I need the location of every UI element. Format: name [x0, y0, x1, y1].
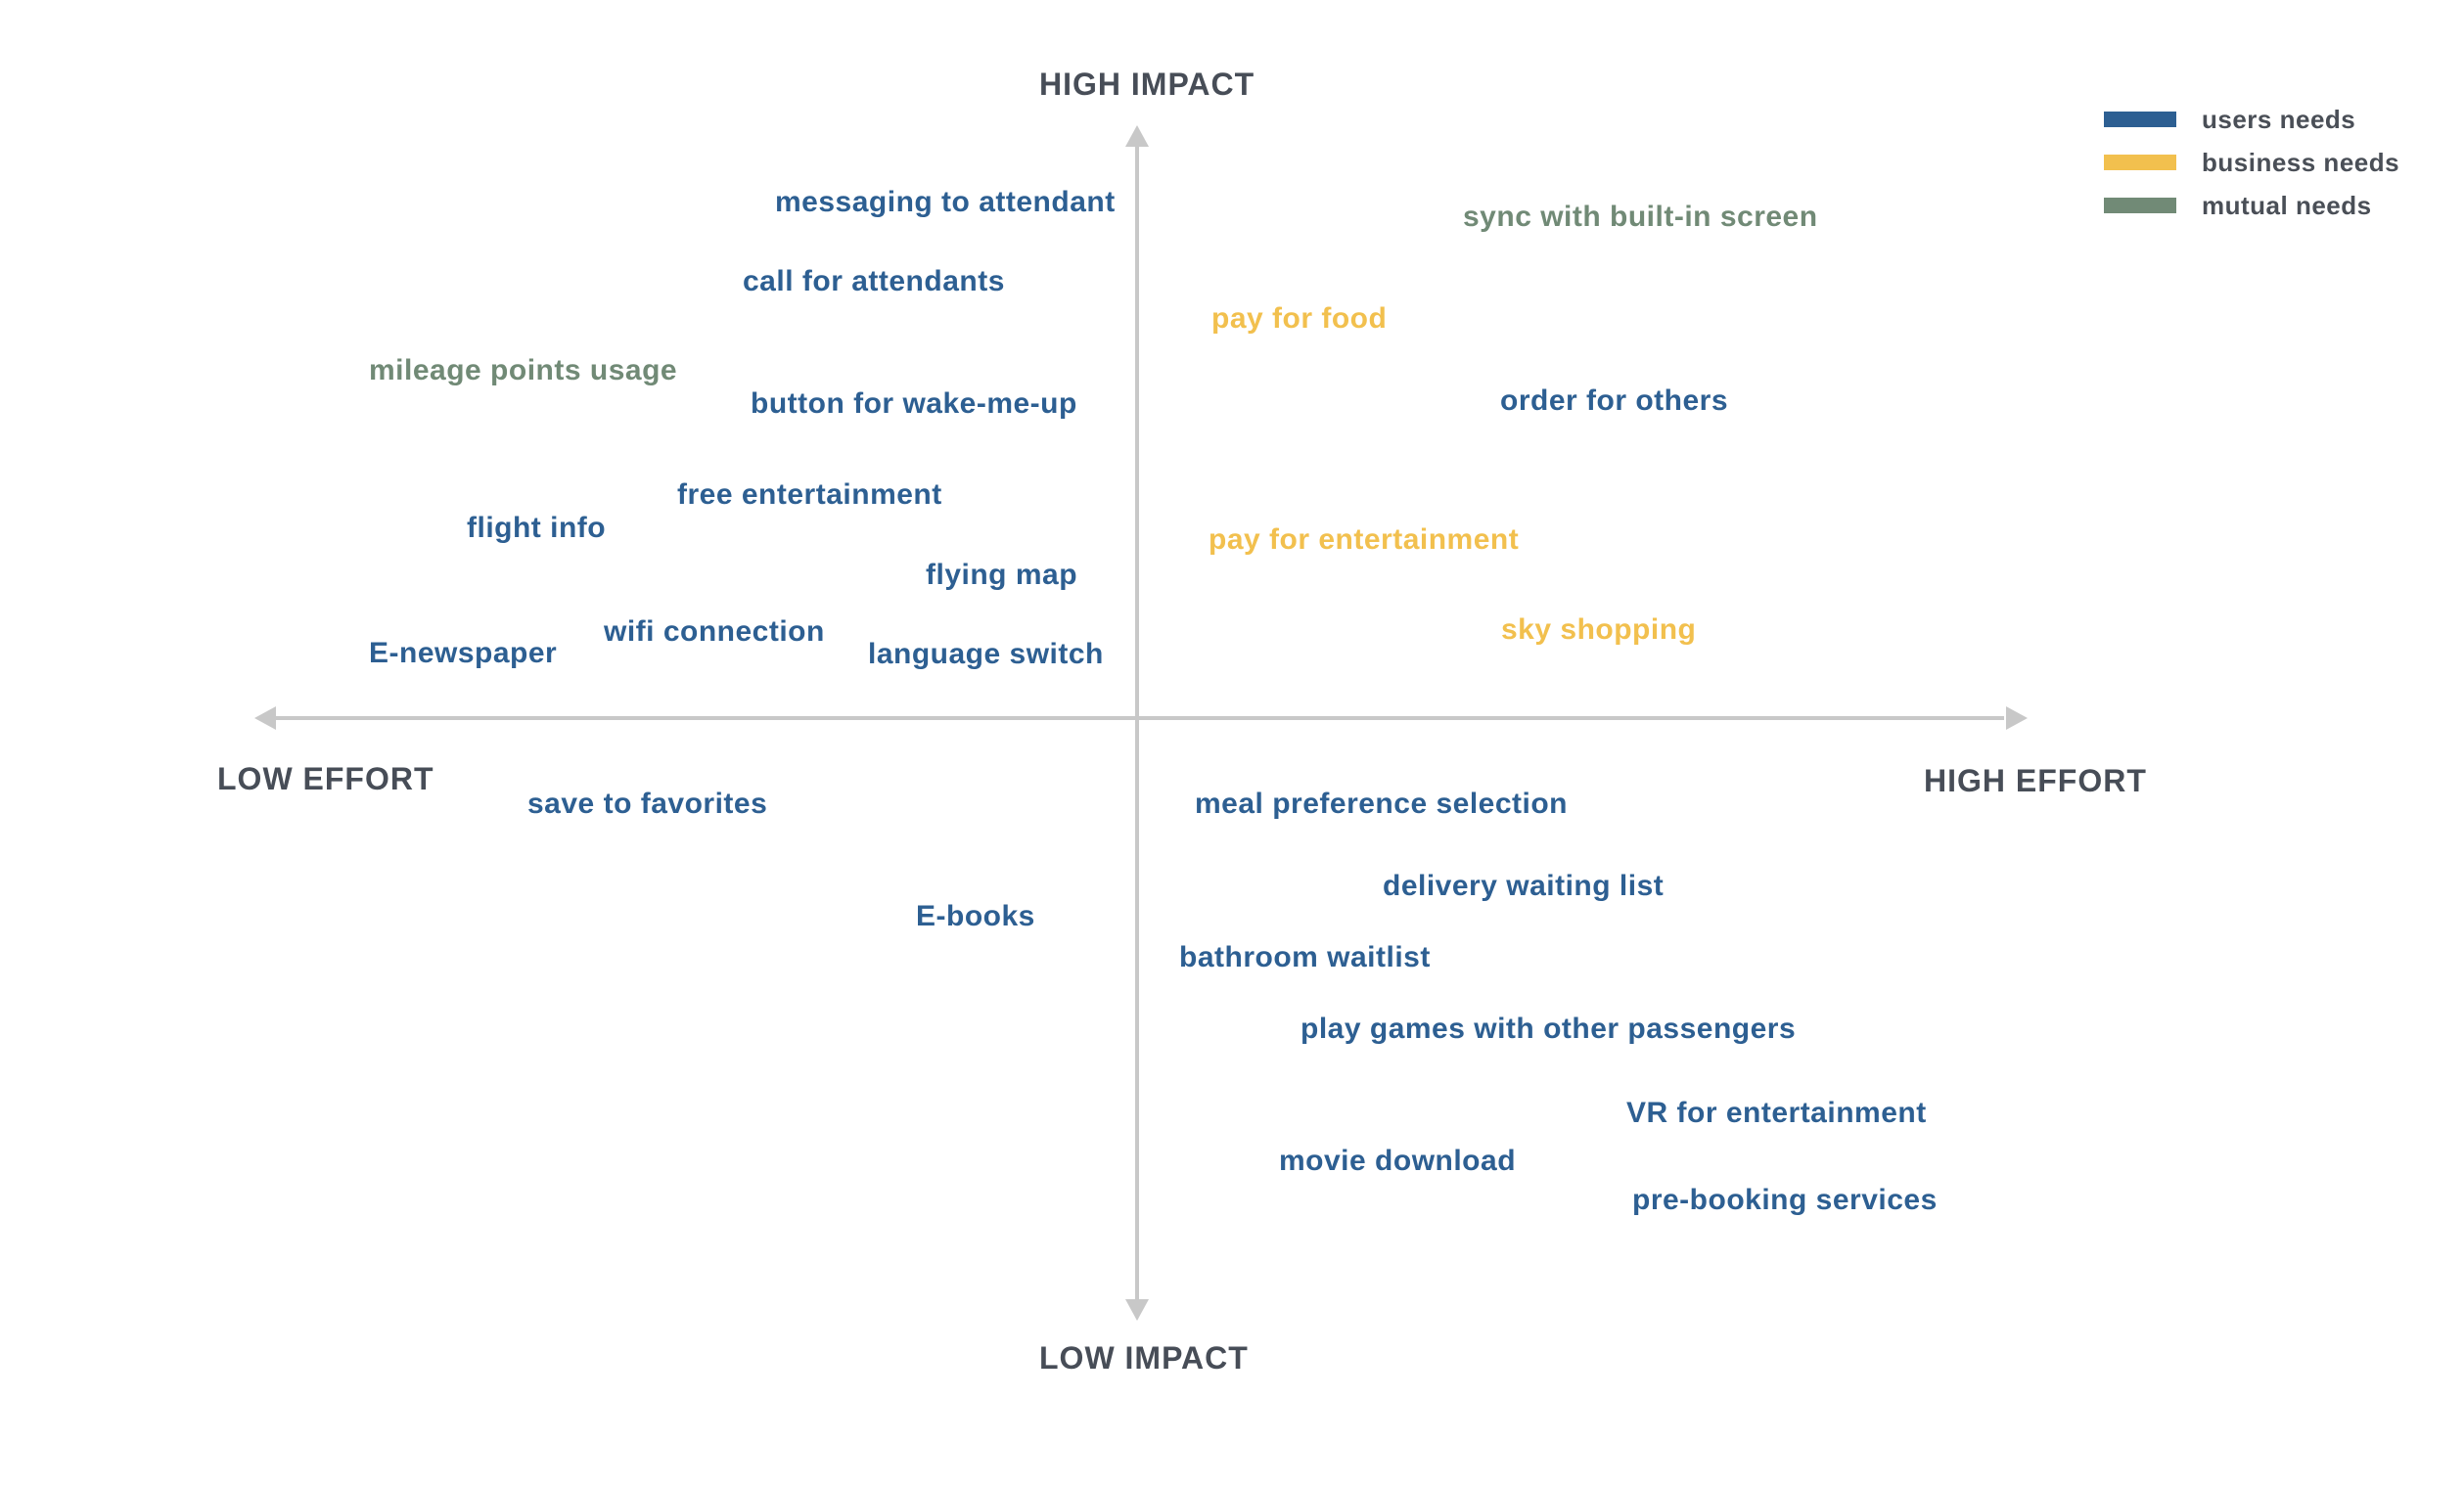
arrow-left — [254, 706, 276, 730]
matrix-item: button for wake-me-up — [751, 387, 1077, 420]
arrow-down — [1125, 1299, 1149, 1321]
matrix-item: sync with built-in screen — [1463, 201, 1818, 233]
matrix-item: save to favorites — [527, 788, 768, 820]
matrix-item: order for others — [1500, 384, 1729, 417]
matrix-item: language switch — [868, 638, 1104, 670]
arrow-right — [2006, 706, 2028, 730]
legend-swatch-business — [2104, 155, 2176, 170]
axis-label-high-impact: HIGH IMPACT — [1039, 67, 1255, 102]
matrix-item: bathroom waitlist — [1179, 941, 1431, 973]
legend-item-business: business needs — [2104, 141, 2399, 184]
matrix-item: flying map — [926, 559, 1078, 591]
axis-label-high-effort: HIGH EFFORT — [1924, 763, 2147, 798]
arrow-up — [1125, 125, 1149, 147]
legend-swatch-users — [2104, 112, 2176, 127]
legend-label: users needs — [2202, 104, 2356, 134]
matrix-item: E-newspaper — [369, 637, 558, 669]
matrix-item: E-books — [916, 900, 1035, 932]
axis-label-low-impact: LOW IMPACT — [1039, 1340, 1249, 1376]
matrix-item: flight info — [467, 512, 607, 544]
matrix-item: call for attendants — [743, 265, 1005, 297]
matrix-item: mileage points usage — [369, 354, 678, 386]
matrix-item: pay for food — [1211, 302, 1388, 335]
legend: users needs business needs mutual needs — [2104, 98, 2399, 227]
legend-label: mutual needs — [2202, 190, 2372, 220]
matrix-item: wifi connection — [604, 615, 825, 648]
matrix-item: meal preference selection — [1195, 788, 1569, 820]
legend-label: business needs — [2202, 147, 2400, 177]
matrix-item: pay for entertainment — [1209, 523, 1520, 556]
matrix-item: VR for entertainment — [1626, 1097, 1927, 1129]
legend-item-mutual: mutual needs — [2104, 184, 2399, 227]
matrix-item: sky shopping — [1501, 613, 1697, 646]
matrix-item: play games with other passengers — [1300, 1013, 1797, 1045]
matrix-item: pre-booking services — [1632, 1184, 1938, 1216]
axis-label-low-effort: LOW EFFORT — [217, 761, 434, 796]
matrix-item: messaging to attendant — [775, 186, 1116, 218]
legend-swatch-mutual — [2104, 198, 2176, 213]
matrix-item: delivery waiting list — [1383, 870, 1665, 902]
matrix-item: movie download — [1279, 1145, 1517, 1177]
legend-item-users: users needs — [2104, 98, 2399, 141]
matrix-item: free entertainment — [677, 478, 942, 511]
